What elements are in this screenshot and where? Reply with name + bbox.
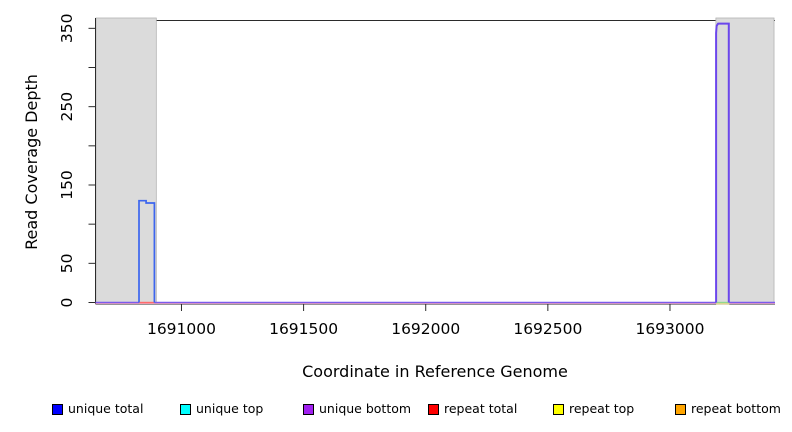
legend-swatch-repeat-bottom <box>675 403 686 415</box>
legend-label: unique total <box>68 401 144 416</box>
y-tick-label: 150 <box>58 170 76 200</box>
legend-label: repeat total <box>444 401 518 416</box>
series-unique-bottom-second-peak <box>715 22 730 303</box>
y-tick-label: 350 <box>58 14 76 44</box>
series-unique-total-first-peak <box>138 199 156 303</box>
chart-canvas: 0 50 150 250 350 1691000 1691500 1692000 1692500… <box>58 14 775 338</box>
legend-item: unique total <box>52 402 143 416</box>
y-tick-label: 250 <box>58 92 76 122</box>
legend-item: repeat top <box>553 402 634 416</box>
legend-item: repeat total <box>428 402 517 416</box>
legend-swatch-repeat-total <box>428 403 439 415</box>
legend-label: repeat bottom <box>691 401 781 416</box>
y-tick-label: 50 <box>58 253 76 273</box>
x-tick-label: 1691500 <box>269 320 338 338</box>
x-axis-title: Coordinate in Reference Genome <box>302 362 568 381</box>
legend-swatch-unique-top <box>180 403 191 415</box>
shaded-region <box>95 17 157 304</box>
legend-label: unique top <box>196 401 264 416</box>
legend-item: repeat bottom <box>675 402 781 416</box>
legend-item: unique bottom <box>303 402 411 416</box>
x-tick-label: 1691000 <box>147 320 216 338</box>
legend-label: unique bottom <box>319 401 412 416</box>
legend-swatch-unique-total <box>52 403 63 415</box>
legend-item: unique top <box>180 402 263 416</box>
plot-area: 0 50 150 250 350 1691000 1691500 1692000 1692500… <box>22 14 775 381</box>
x-tick-label: 1692500 <box>513 320 582 338</box>
legend-swatch-unique-bottom <box>303 403 314 415</box>
y-axis-title: Read Coverage Depth <box>22 74 41 250</box>
legend-swatch-repeat-top <box>553 403 564 415</box>
legend-label: repeat top <box>569 401 635 416</box>
x-tick-label: 1693000 <box>635 320 704 338</box>
y-tick-label: 0 <box>58 298 76 308</box>
shaded-region <box>715 17 775 304</box>
x-tick-label: 1692000 <box>391 320 460 338</box>
legend: unique total unique top unique bottom repea… <box>0 402 792 420</box>
